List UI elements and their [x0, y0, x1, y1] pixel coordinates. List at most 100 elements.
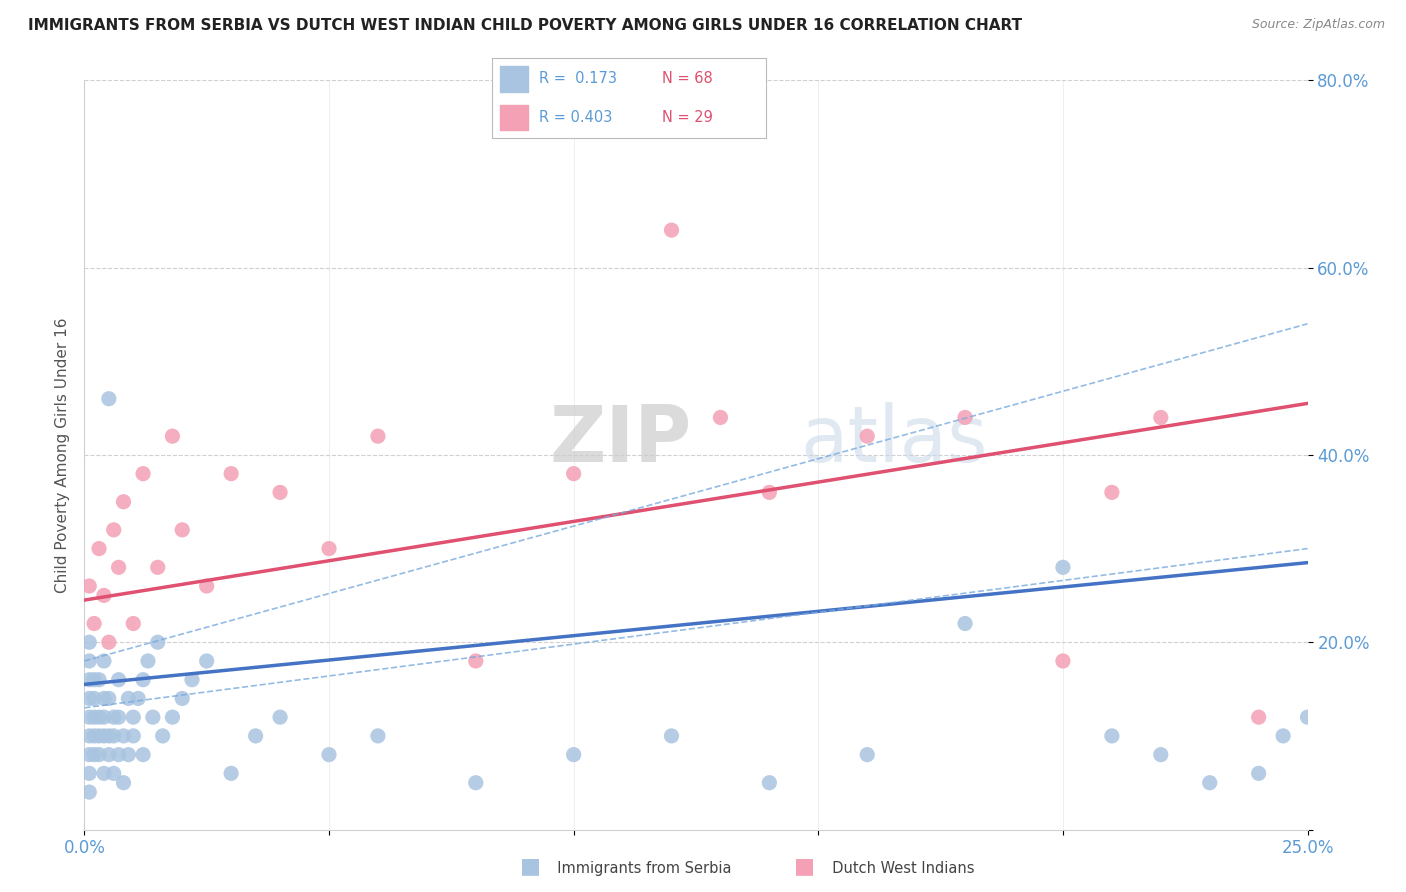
Point — [103, 766, 125, 780]
Point — [83, 710, 105, 724]
Point — [87, 747, 110, 762]
Y-axis label: Child Poverty Among Girls Under 16: Child Poverty Among Girls Under 16 — [55, 318, 70, 592]
Text: Source: ZipAtlas.com: Source: ZipAtlas.com — [1251, 18, 1385, 31]
Point — [367, 429, 389, 443]
Point — [93, 691, 115, 706]
Point — [146, 560, 169, 574]
Point — [1052, 560, 1074, 574]
Point — [162, 710, 184, 724]
Point — [77, 579, 100, 593]
Point — [87, 673, 110, 687]
Point — [77, 766, 100, 780]
Point — [77, 654, 100, 668]
Point — [464, 776, 486, 790]
Point — [758, 485, 780, 500]
Text: IMMIGRANTS FROM SERBIA VS DUTCH WEST INDIAN CHILD POVERTY AMONG GIRLS UNDER 16 C: IMMIGRANTS FROM SERBIA VS DUTCH WEST IND… — [28, 18, 1022, 33]
Point — [709, 410, 731, 425]
Text: ■: ■ — [794, 856, 815, 876]
Point — [83, 747, 105, 762]
Point — [107, 560, 129, 574]
Point — [562, 467, 585, 481]
Point — [77, 710, 100, 724]
Point — [132, 467, 155, 481]
Point — [1247, 710, 1270, 724]
Point — [117, 691, 139, 706]
Text: atlas: atlas — [800, 402, 987, 478]
Point — [87, 710, 110, 724]
Point — [142, 710, 165, 724]
Point — [83, 729, 105, 743]
Text: Immigrants from Serbia: Immigrants from Serbia — [548, 861, 733, 876]
Bar — [501, 104, 527, 130]
Point — [758, 776, 780, 790]
Point — [107, 673, 129, 687]
Point — [103, 710, 125, 724]
Text: N = 29: N = 29 — [662, 110, 713, 125]
Point — [132, 673, 155, 687]
Point — [136, 654, 159, 668]
Point — [127, 691, 149, 706]
Point — [856, 747, 879, 762]
Point — [661, 223, 683, 237]
Point — [97, 635, 120, 649]
Point — [93, 710, 115, 724]
Point — [1272, 729, 1295, 743]
Point — [464, 654, 486, 668]
Bar — [501, 66, 527, 92]
Point — [93, 589, 115, 603]
Text: ■: ■ — [520, 856, 541, 876]
Point — [97, 691, 120, 706]
Point — [269, 710, 291, 724]
Point — [661, 729, 683, 743]
Text: R =  0.173: R = 0.173 — [538, 71, 617, 87]
Point — [1150, 410, 1173, 425]
Point — [1101, 485, 1123, 500]
Point — [103, 729, 125, 743]
Point — [87, 541, 110, 556]
Point — [83, 691, 105, 706]
Point — [367, 729, 389, 743]
Point — [318, 541, 340, 556]
Point — [97, 729, 120, 743]
Point — [181, 673, 204, 687]
Point — [93, 654, 115, 668]
Point — [83, 616, 105, 631]
Point — [87, 729, 110, 743]
Point — [122, 616, 145, 631]
Point — [1052, 654, 1074, 668]
Point — [172, 523, 194, 537]
Text: ZIP: ZIP — [550, 402, 692, 478]
Text: R = 0.403: R = 0.403 — [538, 110, 612, 125]
Point — [122, 710, 145, 724]
Point — [77, 673, 100, 687]
Point — [219, 467, 242, 481]
Point — [245, 729, 267, 743]
Point — [562, 747, 585, 762]
Point — [132, 747, 155, 762]
Point — [953, 410, 976, 425]
Point — [112, 776, 135, 790]
Point — [152, 729, 174, 743]
Point — [107, 710, 129, 724]
Point — [318, 747, 340, 762]
Point — [83, 673, 105, 687]
Point — [195, 654, 218, 668]
Point — [1150, 747, 1173, 762]
Point — [856, 429, 879, 443]
Point — [172, 691, 194, 706]
Point — [112, 494, 135, 508]
Point — [77, 785, 100, 799]
Point — [93, 766, 115, 780]
Point — [107, 747, 129, 762]
Point — [953, 616, 976, 631]
Point — [1247, 766, 1270, 780]
Point — [195, 579, 218, 593]
Point — [112, 729, 135, 743]
Point — [162, 429, 184, 443]
Point — [146, 635, 169, 649]
Point — [77, 691, 100, 706]
Point — [77, 747, 100, 762]
Point — [269, 485, 291, 500]
Point — [1296, 710, 1319, 724]
Point — [97, 747, 120, 762]
